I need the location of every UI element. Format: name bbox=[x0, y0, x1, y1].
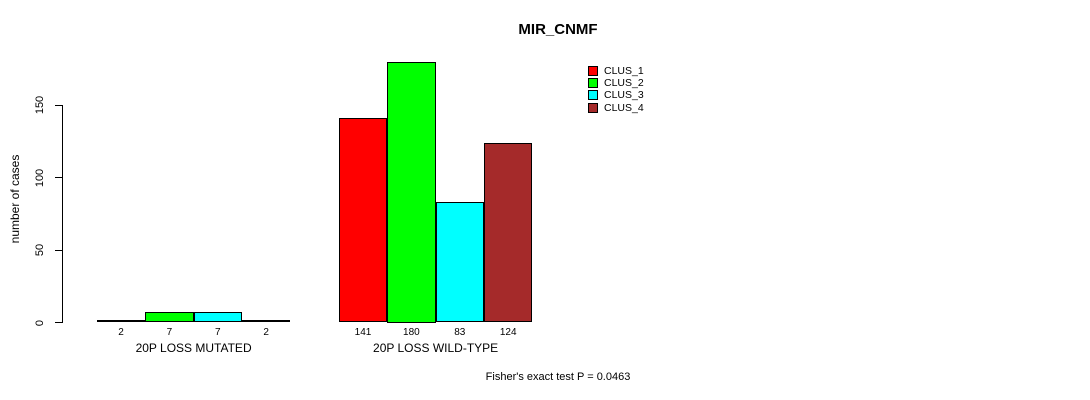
y-tick-label: 100 bbox=[34, 168, 46, 187]
y-tick-label: 50 bbox=[34, 243, 46, 257]
bar-value-label: 2 bbox=[263, 327, 269, 338]
legend-label: CLUS_3 bbox=[604, 89, 644, 102]
y-tick bbox=[55, 322, 62, 323]
legend-label: CLUS_2 bbox=[604, 77, 644, 90]
bar-CLUS_4-mutated bbox=[242, 319, 291, 323]
legend-label: CLUS_1 bbox=[604, 65, 644, 78]
bar-value-label: 180 bbox=[403, 327, 420, 338]
bar-value-label: 7 bbox=[215, 327, 221, 338]
bar-value-label: 2 bbox=[118, 327, 124, 338]
category-label: 20P LOSS WILD-TYPE bbox=[373, 341, 499, 355]
y-tick-label: 0 bbox=[34, 319, 46, 326]
legend-swatch bbox=[588, 90, 598, 101]
bar-CLUS_2-wild-type bbox=[387, 61, 436, 323]
bar-value-label: 141 bbox=[354, 327, 372, 338]
bar-CLUS_3-mutated bbox=[193, 312, 242, 323]
legend-swatch bbox=[588, 78, 598, 89]
y-tick-label: 150 bbox=[34, 95, 46, 115]
chart-title: MIR_CNMF bbox=[518, 21, 598, 38]
y-tick bbox=[55, 249, 62, 251]
bar-CLUS_1-mutated bbox=[96, 319, 146, 323]
legend-swatch bbox=[588, 102, 598, 113]
legend-item-CLUS_2: CLUS_2 bbox=[588, 77, 644, 89]
legend-item-CLUS_1: CLUS_1 bbox=[588, 65, 644, 77]
annotation-text: Fisher's exact test P = 0.0463 bbox=[485, 371, 631, 383]
category-label: 20P LOSS MUTATED bbox=[135, 341, 252, 355]
legend-swatch bbox=[588, 66, 598, 77]
legend-item-CLUS_4: CLUS_4 bbox=[588, 102, 644, 114]
bar-CLUS_3-wild-type bbox=[435, 202, 484, 323]
legend: CLUS_1 CLUS_2 CLUS_3 CLUS_4 bbox=[588, 65, 644, 114]
bar-CLUS_4-wild-type bbox=[484, 142, 533, 323]
y-tick bbox=[55, 104, 62, 106]
y-tick bbox=[55, 177, 62, 178]
bar-value-label: 124 bbox=[499, 327, 517, 338]
y-axis-label: number of cases bbox=[8, 154, 22, 244]
bar-value-label: 7 bbox=[166, 327, 173, 338]
bar-CLUS_1-wild-type bbox=[338, 118, 388, 323]
bar-CLUS_2-mutated bbox=[145, 312, 194, 323]
legend-label: CLUS_4 bbox=[604, 101, 644, 114]
y-axis-line bbox=[62, 105, 63, 323]
bar-value-label: 83 bbox=[454, 327, 466, 338]
legend-item-CLUS_3: CLUS_3 bbox=[588, 89, 644, 101]
